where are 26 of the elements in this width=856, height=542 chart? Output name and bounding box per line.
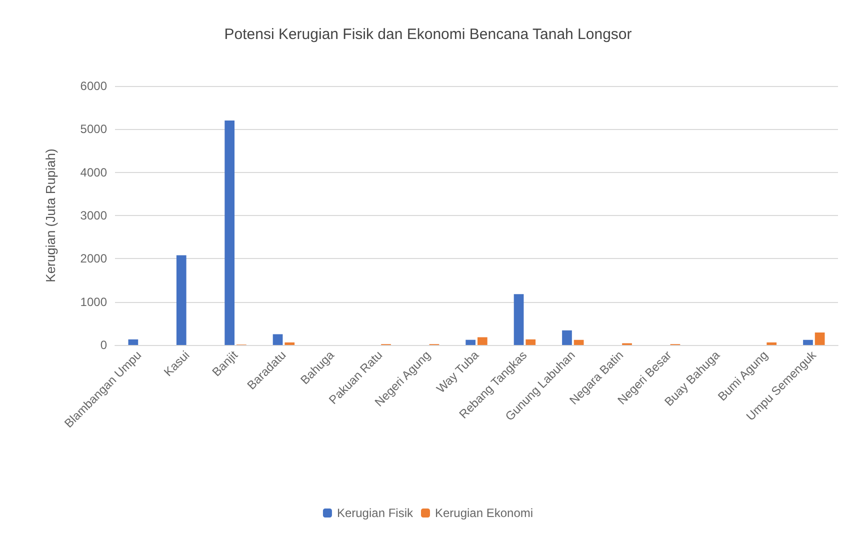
y-tick-label: 5000: [80, 122, 108, 136]
bar: [803, 340, 813, 345]
y-tick-label: 0: [100, 338, 108, 352]
bar: [224, 120, 235, 345]
y-tick-label: 6000: [80, 79, 108, 93]
y-tick-label: 1000: [80, 294, 108, 309]
bar: [176, 255, 186, 345]
bar: [272, 334, 283, 345]
chart-title: Potensi Kerugian Fisik dan Ekonomi Bencana Tanah Longsor: [224, 26, 632, 43]
bar: [526, 339, 536, 345]
bar: [477, 337, 488, 345]
bar: [814, 332, 825, 345]
y-tick-label: 2000: [80, 252, 108, 266]
legend-label: Kerugian Ekonomi: [434, 506, 534, 520]
bar: [128, 339, 138, 345]
bar: [514, 294, 524, 345]
bar: [284, 342, 295, 345]
bar: [466, 340, 476, 345]
bar: [562, 330, 572, 345]
y-tick-label: 4000: [80, 165, 108, 180]
legend-label: Kerugian Fisik: [336, 506, 414, 520]
bar: [574, 340, 584, 345]
y-axis-title: Kerugian (Juta Rupiah): [43, 148, 58, 282]
x-tick-label: Way Tuba: [434, 348, 482, 396]
bar: [766, 342, 777, 345]
y-tick-label: 3000: [80, 208, 108, 222]
